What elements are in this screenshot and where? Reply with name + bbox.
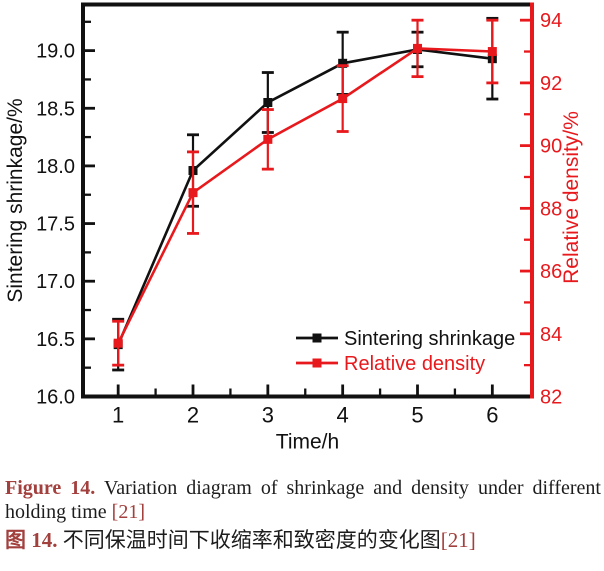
x-axis-title: Time/h [276, 431, 339, 454]
right-tick-label: 88 [540, 198, 562, 220]
left-tick-label: 16.0 [36, 387, 75, 409]
data-point-relative-density [487, 47, 497, 57]
x-tick-label: 3 [262, 403, 274, 428]
left-tick-label: 17.0 [36, 271, 75, 293]
data-point-relative-density [338, 94, 348, 104]
caption-chinese-text: 不同保温时间下收缩率和致密度的变化图 [57, 527, 441, 552]
caption-chinese-ref: [21] [440, 527, 476, 552]
right-tick-label: 86 [540, 261, 562, 283]
caption-chinese-label: 图 14. [5, 527, 58, 552]
caption-chinese: 图 14. 不同保温时间下收缩率和致密度的变化图[21] [5, 528, 601, 553]
series-line-sintering-shrinkage [117, 48, 493, 346]
data-point-relative-density [113, 338, 123, 348]
left-tick-label: 16.5 [36, 329, 75, 351]
left-tick-label: 17.5 [36, 214, 75, 236]
data-point-sintering-shrinkage [263, 98, 273, 107]
figure-caption: Figure 14. Variation diagram of shrinkag… [0, 470, 604, 553]
chart-svg: 1 2 3 4 5 6 16.0 16.5 17.0 17.5 18.0 18.5 19.0 82 84 86… [4, 2, 583, 454]
right-tick-label: 82 [540, 387, 562, 409]
right-tick-label: 94 [540, 10, 562, 32]
data-point-relative-density [263, 134, 273, 144]
legend-label: Relative density [344, 353, 485, 375]
data-point-relative-density [413, 43, 423, 53]
data-point-relative-density [188, 188, 198, 198]
figure-14: 1 2 3 4 5 6 16.0 16.5 17.0 17.5 18.0 18.5 19.0 82 84 86… [0, 2, 604, 553]
legend-marker [312, 333, 322, 343]
caption-english-text: Variation diagram of shrinkage and densi… [5, 477, 601, 524]
data-point-sintering-shrinkage [338, 58, 348, 68]
caption-english-ref: [21] [111, 501, 145, 524]
caption-figure-label: Figure 14. [5, 477, 96, 499]
right-axis-title: Relative density/% [560, 111, 583, 284]
left-tick-label: 19.0 [36, 41, 75, 63]
left-axis-title: Sintering shrinkage/% [4, 98, 27, 302]
right-tick-label: 90 [540, 136, 562, 158]
x-tick-label: 6 [486, 403, 498, 428]
right-tick-label: 84 [540, 324, 562, 346]
series-line-relative-density [117, 47, 493, 344]
x-tick-label: 5 [411, 403, 423, 428]
x-tick-label: 4 [337, 403, 349, 428]
legend-label: Sintering shrinkage [344, 328, 515, 350]
left-tick-label: 18.0 [36, 156, 75, 178]
legend-marker [312, 358, 322, 368]
right-tick-label: 92 [540, 73, 562, 95]
left-tick-label: 18.5 [36, 98, 75, 120]
caption-english: Figure 14. Variation diagram of shrinkag… [5, 476, 601, 525]
x-tick-label: 1 [112, 403, 124, 428]
x-tick-label: 2 [187, 403, 199, 428]
